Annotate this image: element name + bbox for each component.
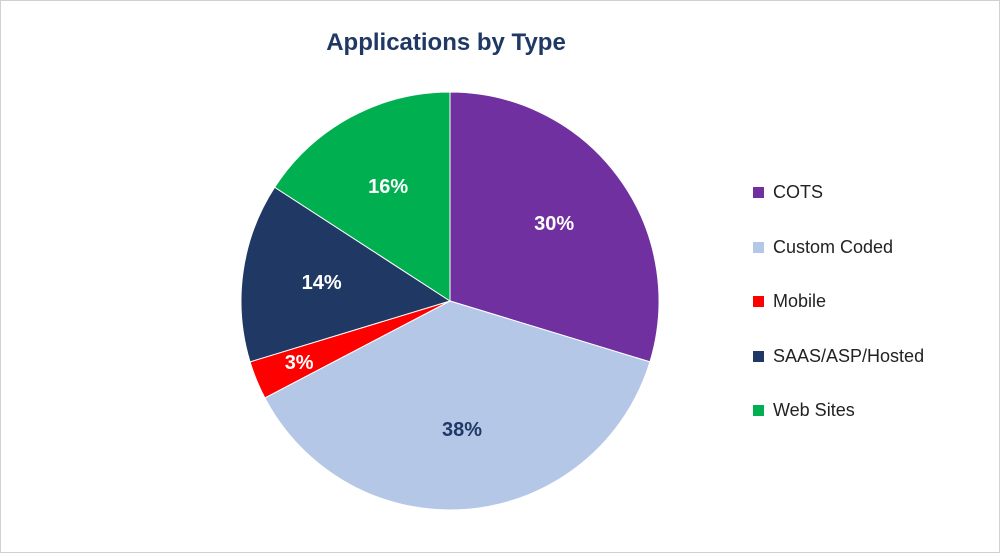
pie-slice-web-sites bbox=[273, 91, 451, 302]
chart-title: Applications by Type bbox=[326, 29, 566, 56]
legend-label: Custom Coded bbox=[773, 236, 894, 257]
legend-swatch bbox=[753, 187, 764, 198]
legend-label: Web Sites bbox=[773, 400, 855, 420]
legend-swatch bbox=[753, 296, 764, 307]
legend-swatch bbox=[753, 241, 764, 253]
legend-label: COTS bbox=[773, 182, 824, 202]
legend-item-cots: COTS bbox=[753, 179, 924, 206]
data-label-mobile: 3% bbox=[285, 352, 314, 374]
chart-legend: COTS Custom Coded Mobile SAAS/ASP/Hosted Web… bbox=[753, 179, 924, 452]
pie-slice-saas-asp-hosted bbox=[240, 186, 452, 363]
data-label-custom-coded: 38% bbox=[442, 419, 482, 441]
legend-item-saas-asp-hosted: SAAS/ASP/Hosted bbox=[753, 343, 924, 370]
legend-label: Mobile bbox=[773, 291, 827, 311]
legend-label: SAAS/ASP/Hosted bbox=[773, 345, 925, 366]
legend-item-mobile: Mobile bbox=[753, 288, 924, 315]
data-label-saas-asp-hosted: 14% bbox=[302, 272, 342, 294]
legend-item-web-sites: Web Sites bbox=[753, 397, 924, 424]
pie-slice-cots bbox=[449, 91, 660, 363]
data-label-web-sites: 16% bbox=[368, 176, 408, 198]
legend-item-custom-coded: Custom Coded bbox=[753, 234, 924, 261]
legend-swatch bbox=[753, 405, 764, 416]
data-label-cots: 30% bbox=[534, 213, 574, 235]
legend-swatch bbox=[753, 350, 764, 362]
pie-slice-custom-coded bbox=[264, 300, 651, 511]
